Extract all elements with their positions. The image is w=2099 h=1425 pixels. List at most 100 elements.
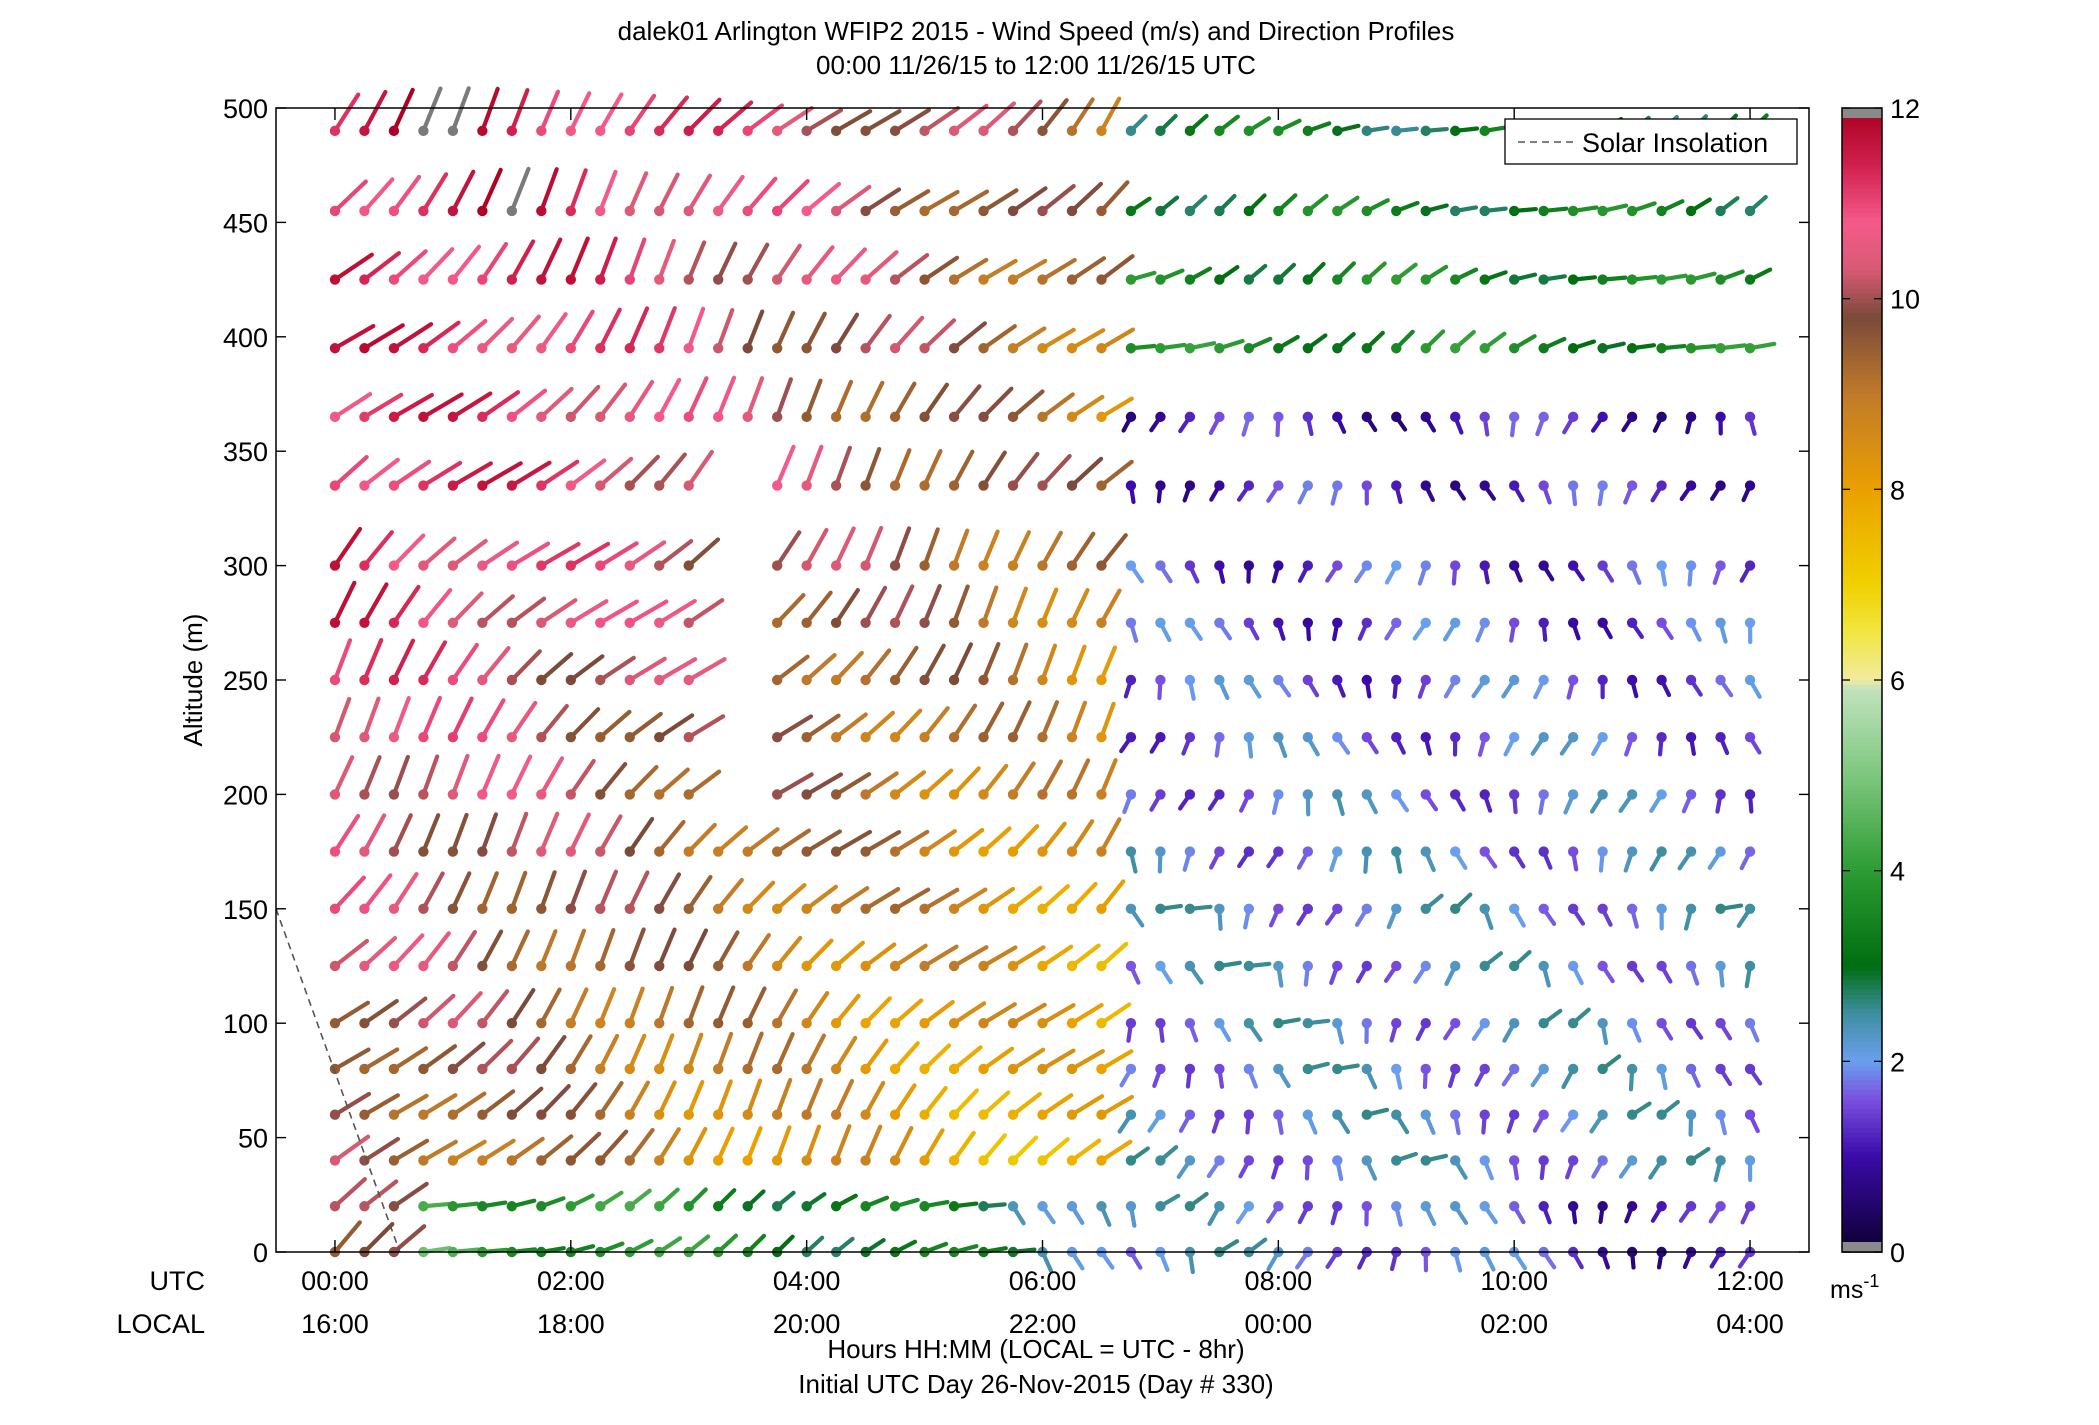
wind-barb-dot: [1184, 903, 1196, 914]
wind-barb-dot: [1479, 1018, 1490, 1029]
colorbar-segment: [1842, 718, 1882, 724]
wind-barb-dot: [1155, 343, 1166, 354]
wind-barb-dot: [1508, 674, 1520, 686]
wind-barb-dot: [1037, 274, 1048, 285]
colorbar-segment: [1842, 1075, 1882, 1082]
wind-barb-dot: [359, 789, 370, 800]
wind-barb-dot: [1744, 1201, 1756, 1212]
wind-barb-shaft: [834, 379, 854, 419]
wind-barb-dot: [1184, 846, 1196, 857]
wind-barb-dot: [1066, 205, 1078, 217]
wind-barb-shaft: [922, 1043, 952, 1072]
wind-barb-shaft: [450, 696, 474, 740]
colorbar-segment: [1842, 1032, 1882, 1039]
wind-barb-dot: [1420, 560, 1431, 571]
wind-barb-dot: [477, 617, 488, 628]
colorbar-segment: [1842, 1128, 1882, 1134]
wind-barb-shaft: [421, 754, 440, 797]
wind-barb-dot: [388, 617, 400, 628]
wind-barb-shaft: [332, 755, 355, 797]
wind-barb-dot: [1567, 1155, 1579, 1166]
wind-barb-dot: [1450, 274, 1461, 285]
wind-barb-dot: [713, 903, 724, 914]
wind-barb-shaft: [892, 381, 917, 419]
wind-barb-shaft: [775, 1077, 793, 1117]
wind-barb-dot: [1656, 274, 1667, 285]
colorbar-segment: [1842, 680, 1882, 686]
wind-barb-shaft: [450, 1041, 486, 1072]
wind-barb-shaft: [539, 598, 578, 625]
colorbar-segment: [1842, 1123, 1882, 1129]
wind-barb-dot: [1125, 903, 1137, 914]
wind-barb-dot: [889, 789, 901, 800]
wind-barb-dot: [1685, 789, 1697, 800]
wind-barb-dot: [359, 411, 370, 423]
wind-barb-dot: [329, 205, 341, 217]
wind-barb-shaft: [951, 384, 982, 419]
wind-barb-dot: [624, 480, 635, 491]
wind-barb-shaft: [834, 445, 852, 488]
wind-barb-shaft: [480, 86, 500, 133]
wind-barb-dot: [624, 846, 635, 857]
wind-barb-dot: [447, 125, 459, 137]
wind-barb-dot: [536, 125, 547, 137]
colorbar-segment: [1842, 308, 1882, 314]
wind-barb-dot: [1744, 789, 1756, 800]
wind-barb-dot: [1744, 560, 1756, 571]
wind-barb-shaft: [598, 761, 628, 797]
wind-barb-shaft: [362, 1047, 400, 1072]
wind-barb-shaft: [657, 767, 690, 797]
wind-barb-shaft: [1040, 392, 1075, 419]
wind-barb-dot: [477, 205, 488, 217]
wind-barb-dot: [948, 903, 960, 914]
wind-barb-dot: [1302, 560, 1314, 571]
wind-barb-dot: [948, 960, 960, 972]
wind-barb-shaft: [775, 882, 807, 911]
wind-barb-dot: [1420, 960, 1431, 972]
wind-barb-dot: [1656, 1109, 1667, 1120]
wind-barb-shaft: [421, 460, 463, 488]
wind-barb-shaft: [1010, 186, 1048, 214]
wind-barb-dot: [1626, 617, 1638, 628]
wind-barb-shaft: [834, 886, 870, 911]
wind-barb-dot: [1214, 125, 1225, 137]
wind-barb-dot: [1066, 411, 1078, 423]
wind-barb-shaft: [775, 377, 793, 419]
colorbar-segment: [1842, 923, 1882, 929]
wind-barb-dot: [978, 480, 989, 491]
wind-barb-shaft: [716, 1079, 733, 1117]
colorbar-segment: [1842, 403, 1882, 410]
wind-barb-shaft: [863, 525, 884, 568]
colorbar-segment: [1842, 1027, 1882, 1034]
wind-barb-shaft: [480, 646, 511, 683]
colorbar-segment: [1842, 751, 1882, 758]
wind-barb-dot: [1243, 617, 1255, 628]
colorbar-segment: [1842, 770, 1882, 777]
wind-barb-dot: [1538, 274, 1549, 285]
wind-barb-dot: [1715, 411, 1726, 423]
wind-barb-dot: [329, 617, 341, 628]
wind-barb-shaft: [450, 753, 470, 797]
wind-barb-dot: [536, 411, 547, 423]
wind-barb-shaft: [716, 1126, 735, 1163]
wind-barb-shaft: [775, 935, 803, 969]
wind-barb-shaft: [657, 1080, 677, 1117]
y-tick-label: 400: [223, 323, 268, 353]
wind-barb-dot: [1420, 274, 1431, 285]
wind-barb-dot: [1361, 480, 1372, 491]
colorbar-segment: [1842, 1175, 1882, 1182]
wind-barb-shaft: [981, 585, 999, 625]
wind-barb-dot: [830, 274, 842, 285]
colorbar-segment: [1842, 289, 1882, 295]
wind-barb-dot: [1685, 617, 1697, 628]
colorbar-segment: [1842, 227, 1882, 233]
wind-barb-shaft: [892, 189, 931, 214]
wind-barb-dot: [1685, 903, 1697, 914]
wind-barb-dot: [654, 789, 665, 800]
wind-barb-shaft: [539, 704, 569, 740]
wind-barb-dot: [1420, 125, 1431, 137]
wind-barb-dot: [624, 274, 635, 285]
wind-barb-dot: [506, 1063, 518, 1075]
wind-barb-dot: [1420, 617, 1431, 628]
wind-barb-dot: [1302, 1063, 1314, 1075]
